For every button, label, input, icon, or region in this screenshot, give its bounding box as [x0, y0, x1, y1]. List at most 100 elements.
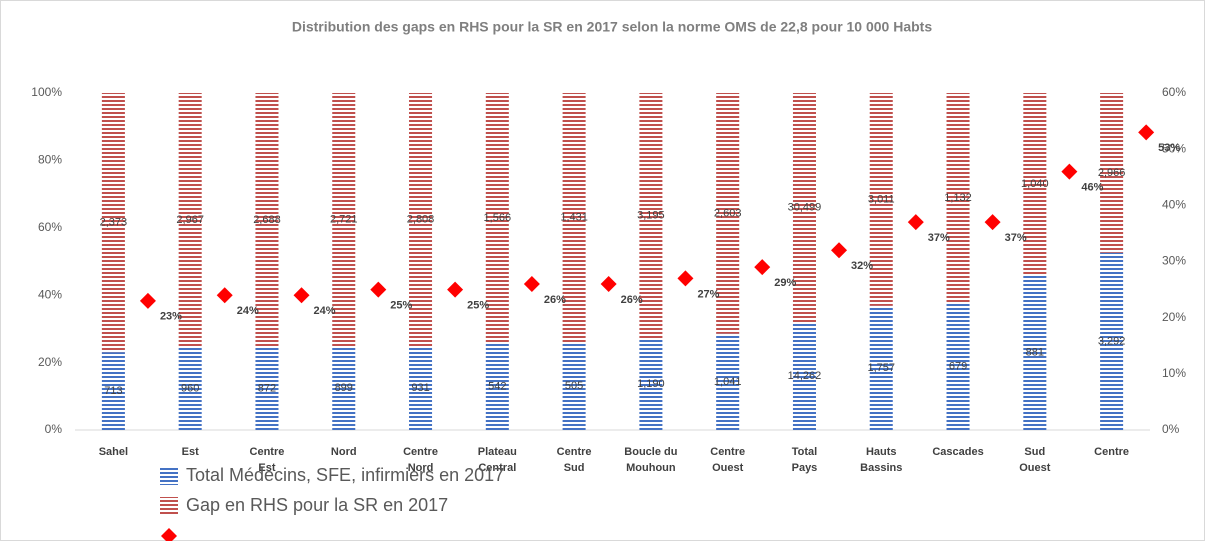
data-label: 1,566 [484, 212, 512, 224]
bar-segment [409, 93, 433, 347]
bar-segment [562, 342, 586, 430]
x-tick-label: Boucle du Mouhoun [624, 446, 677, 474]
x-tick-label-line: Ouest [712, 462, 744, 474]
data-label: 3,195 [637, 210, 665, 222]
x-tick-label-line: Sud [1024, 446, 1045, 458]
marker [293, 287, 310, 304]
data-label: 931 [411, 382, 429, 394]
percent-label: 29% [774, 277, 796, 289]
legend-label: Total Médecins, SFE, infirmiers en 2017 [186, 465, 504, 485]
bar-segment [1100, 252, 1124, 430]
y2-tick-label: 60% [1162, 85, 1186, 99]
x-tick-label-line: Centre [403, 446, 438, 458]
data-label: 2,688 [253, 214, 281, 226]
legend-label: Gap en RHS pour la SR en 2017 [186, 495, 448, 515]
bar-segment [639, 93, 663, 339]
data-label: 881 [1026, 347, 1044, 359]
x-tick-label: Hauts Bassins [860, 446, 902, 474]
chart-title: Distribution des gaps en RHS pour la SR … [292, 19, 933, 35]
data-label: 3,011 [868, 193, 895, 205]
x-tick-label-line: Ouest [1019, 462, 1051, 474]
percent-label: 46% [1081, 182, 1103, 194]
bar-segment [178, 93, 202, 348]
y2-tick-label: 0% [1162, 422, 1180, 436]
x-tick-label-line: Centre [557, 446, 592, 458]
bar-segment [716, 93, 740, 334]
bar-segment [485, 343, 509, 430]
data-label: 713 [104, 385, 122, 397]
bar-segment [178, 347, 202, 430]
x-tick-label: Centre Sud [557, 446, 592, 474]
bar-segment [946, 303, 970, 430]
bar-segment [562, 93, 586, 343]
marker [600, 275, 617, 292]
x-tick-label: Total Pays [792, 446, 818, 474]
x-tick-label: Cascades [932, 446, 983, 458]
marker [139, 292, 156, 309]
data-label: 1,041 [714, 376, 742, 388]
percent-label: 37% [928, 232, 950, 244]
bar-segment [639, 338, 663, 430]
data-label: 1,190 [637, 378, 665, 390]
x-tick-label-line: Centre [710, 446, 745, 458]
bar-segment [101, 93, 125, 353]
bar-segment [792, 93, 816, 323]
bar-segment [409, 346, 433, 430]
x-tick-label-line: Nord [408, 462, 434, 474]
marker [370, 281, 387, 298]
bar-segment [869, 93, 893, 306]
marker [523, 275, 540, 292]
x-tick-label: Centre Est [250, 446, 285, 474]
bar-segment [946, 93, 970, 304]
data-label: 2,603 [714, 207, 742, 219]
data-label: 1,431 [560, 211, 588, 223]
marker [677, 270, 694, 287]
data-label: 505 [565, 380, 583, 392]
bar-segment [1023, 93, 1047, 276]
x-tick-label: Sud Ouest [1019, 446, 1051, 474]
bar-segment [332, 346, 356, 430]
percent-label: 53% [1158, 142, 1180, 154]
x-tick-label: Plateau Central [478, 446, 517, 474]
bar-segment [485, 93, 509, 344]
data-label: 899 [335, 382, 353, 394]
x-tick-label: Centre Nord [403, 446, 438, 474]
x-tick-label-line: Central [478, 462, 516, 474]
bar-segment [1023, 275, 1047, 430]
bar-segment [101, 352, 125, 430]
percent-label: 23% [160, 311, 182, 323]
data-label: 2,373 [100, 216, 128, 228]
x-tick-label: Sahel [99, 446, 128, 458]
x-tick-label-line: Pays [792, 462, 818, 474]
data-label: 1,132 [944, 192, 972, 204]
percent-label: 32% [851, 260, 873, 272]
percent-label: 26% [621, 294, 643, 306]
x-tick-label: Centre Ouest [710, 446, 745, 474]
y2-tick-label: 10% [1162, 366, 1186, 380]
percent-label: 26% [544, 294, 566, 306]
y-tick-label: 60% [38, 220, 62, 234]
percent-label: 25% [390, 299, 412, 311]
bar-segment [332, 93, 356, 347]
bar-segment [716, 333, 740, 430]
marker [907, 214, 924, 231]
x-tick-label-line: Mouhoun [626, 462, 676, 474]
data-label: 3,292 [1098, 335, 1126, 347]
legend-swatch [160, 497, 178, 515]
x-tick-label-line: Est [258, 462, 275, 474]
x-tick-label: Nord [331, 446, 357, 458]
y2-tick-label: 40% [1162, 198, 1186, 212]
marker [1061, 163, 1078, 180]
y-tick-label: 40% [38, 287, 62, 301]
x-tick-label-line: Total [792, 446, 817, 458]
data-label: 679 [949, 361, 967, 373]
marker [984, 214, 1001, 231]
data-label: 30,499 [788, 202, 822, 214]
percent-label: 25% [467, 299, 489, 311]
bar-segment [792, 322, 816, 430]
x-tick-label-line: Sud [564, 462, 585, 474]
x-tick-label-line: Plateau [478, 446, 517, 458]
y-tick-label: 100% [31, 85, 62, 99]
y2-tick-label: 20% [1162, 310, 1186, 324]
